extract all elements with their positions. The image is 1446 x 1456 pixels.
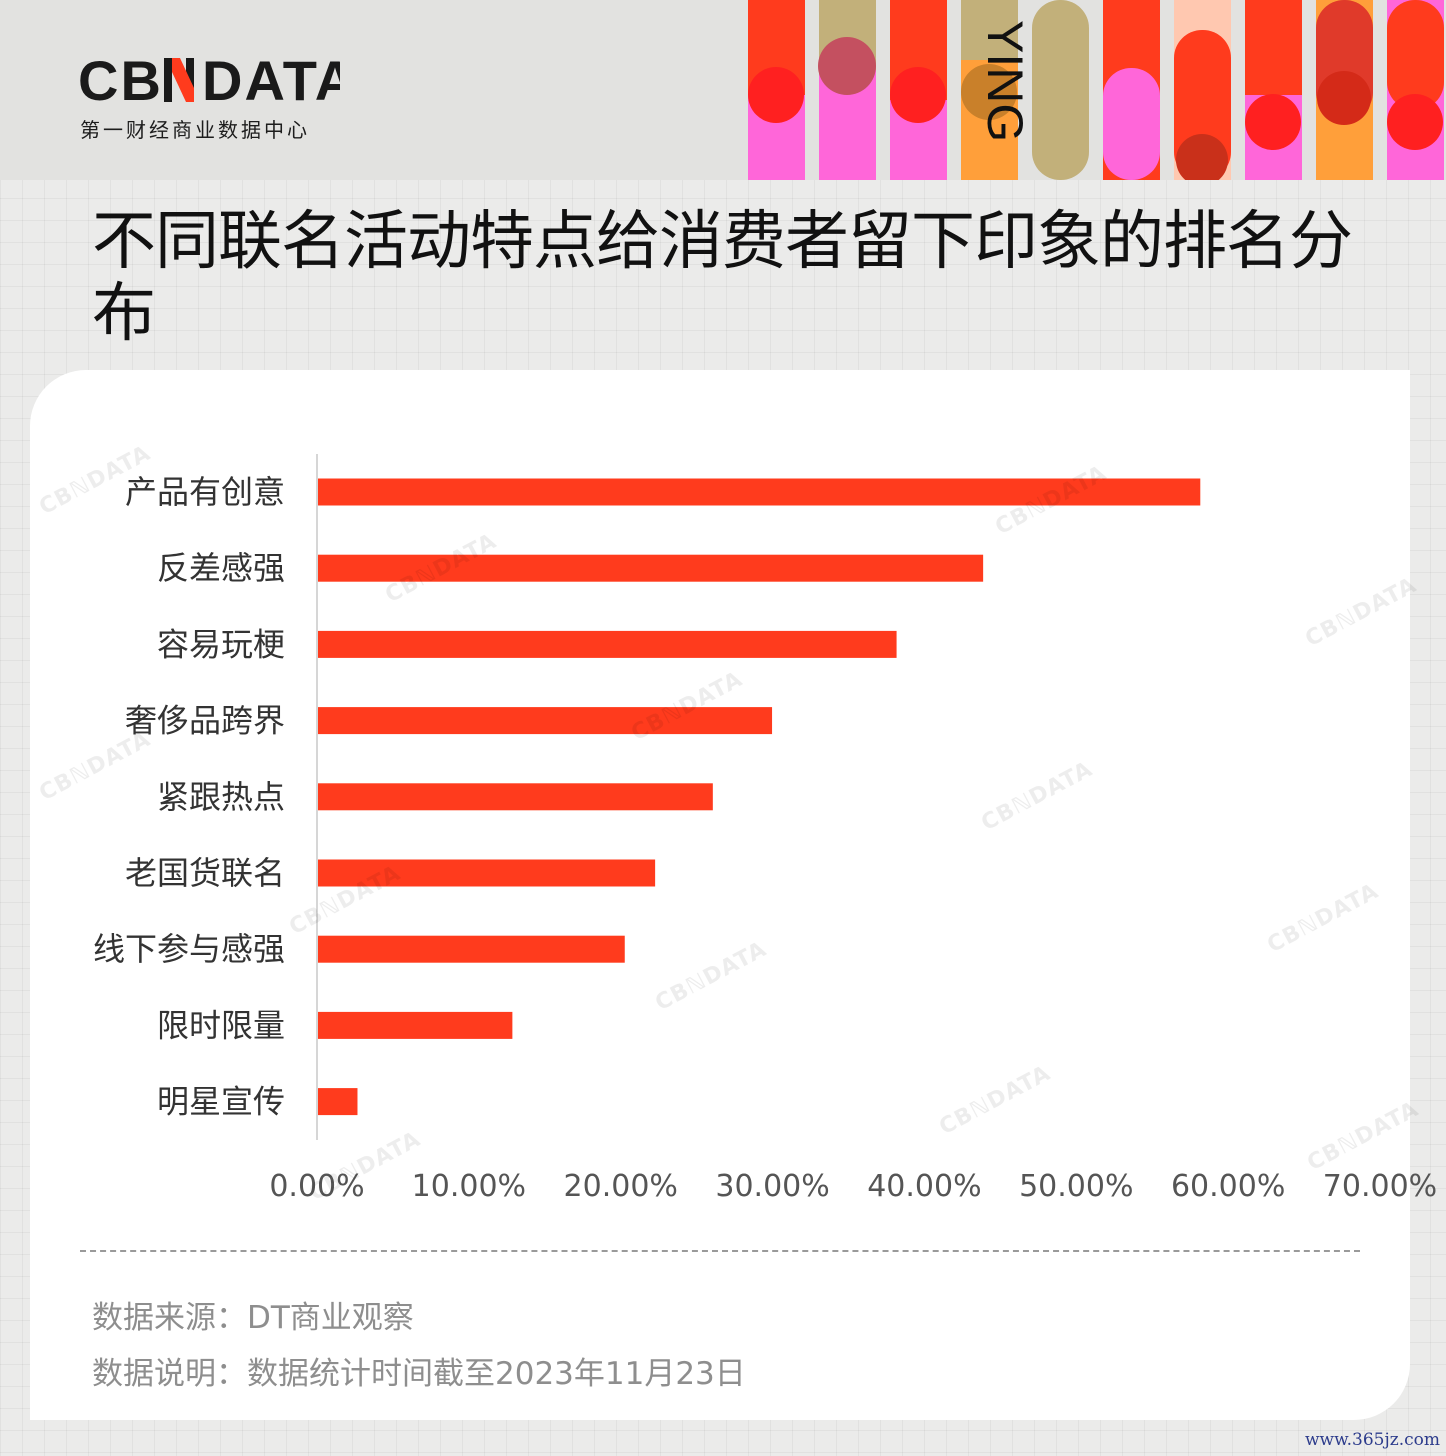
category-label: 明星宣传 <box>157 1083 285 1121</box>
category-label: 反差感强 <box>157 549 285 587</box>
bar <box>318 707 773 735</box>
bar <box>318 859 656 887</box>
x-tick-label: 60.00% <box>1171 1169 1285 1204</box>
page-title: 不同联名活动特点给消费者留下印象的排名分布 <box>92 205 1353 351</box>
bar <box>318 935 625 963</box>
brand-logo: CB DATA <box>78 52 340 108</box>
x-tick-label: 20.00% <box>564 1169 678 1204</box>
bar <box>318 783 713 811</box>
bar <box>318 630 897 658</box>
logo-n-mark <box>164 58 194 102</box>
data-description-note: 数据说明：数据统计时间截至2023年11月23日 <box>92 1356 746 1392</box>
bar <box>318 554 984 582</box>
chart-card <box>30 370 1410 1420</box>
x-tick-label: 10.00% <box>412 1169 526 1204</box>
category-label: 产品有创意 <box>125 473 285 511</box>
x-tick-label: 70.00% <box>1323 1169 1437 1204</box>
x-tick-label: 40.00% <box>867 1169 981 1204</box>
divider <box>80 1250 1360 1252</box>
x-tick-label: 0.00% <box>269 1169 364 1204</box>
bar <box>318 1011 513 1039</box>
category-label: 限时限量 <box>157 1006 285 1044</box>
bar <box>318 1088 358 1116</box>
data-source-note: 数据来源：DT商业观察 <box>92 1300 414 1336</box>
header-decoration: YING <box>748 0 1444 180</box>
x-tick-label: 50.00% <box>1019 1169 1133 1204</box>
site-watermark: www.365jz.com <box>1305 1430 1440 1450</box>
category-label: 容易玩梗 <box>157 625 285 663</box>
category-label: 线下参与感强 <box>93 930 285 968</box>
category-label: 奢侈品跨界 <box>125 702 285 740</box>
brand-subtitle: 第一财经商业数据中心 <box>80 118 310 142</box>
x-tick-label: 30.00% <box>715 1169 829 1204</box>
svg-text:DATA: DATA <box>202 52 340 108</box>
bar <box>318 478 1201 506</box>
svg-text:CB: CB <box>78 52 163 108</box>
category-label: 老国货联名 <box>125 854 285 892</box>
deco-text: YING <box>977 20 1033 142</box>
category-label: 紧跟热点 <box>157 778 285 816</box>
